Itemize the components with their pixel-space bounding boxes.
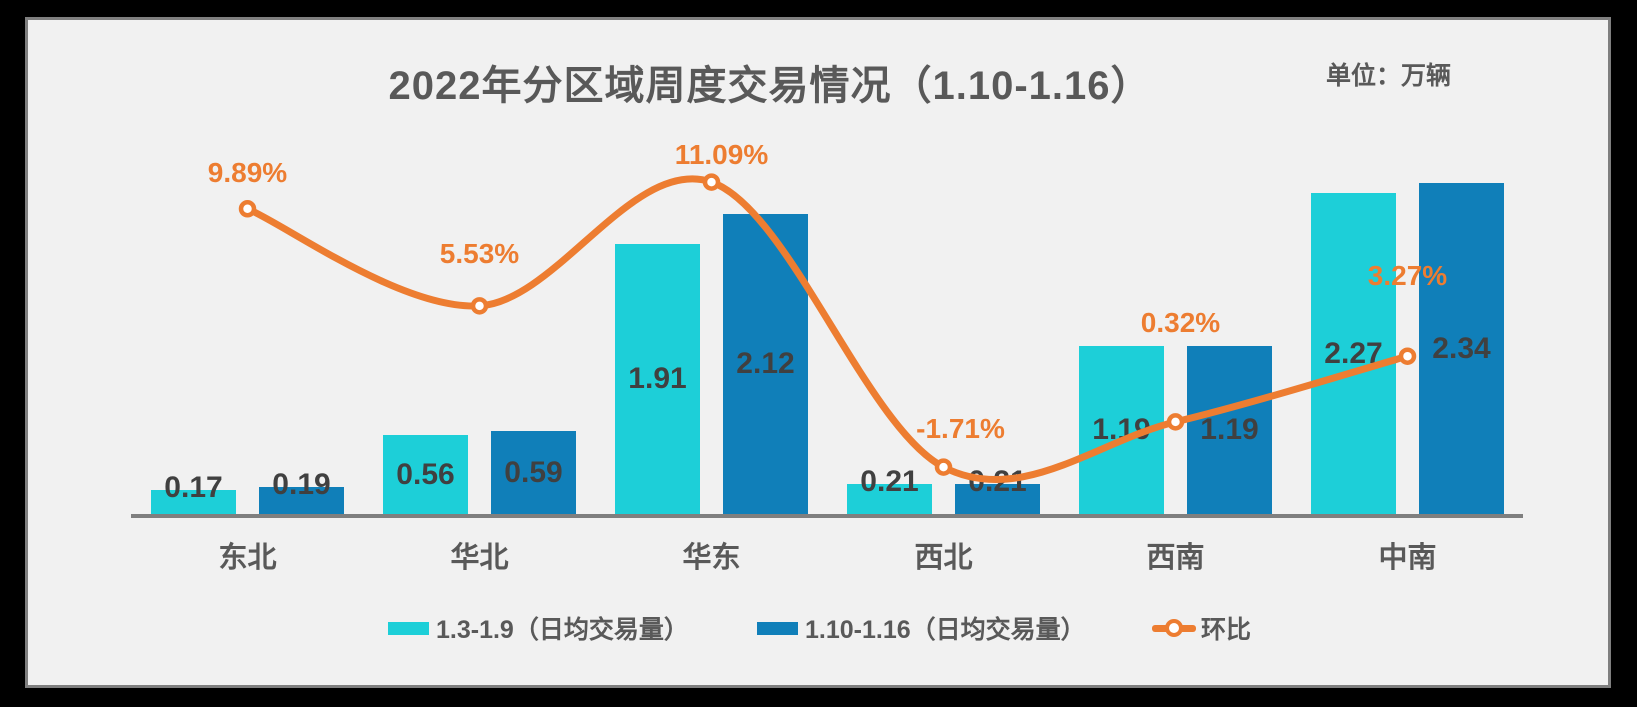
- legend-label-ratio: 环比: [1201, 616, 1252, 644]
- category-label-西北: 西北: [914, 542, 973, 574]
- category-label-西南: 西南: [1146, 542, 1205, 574]
- category-label-中南: 中南: [1378, 542, 1437, 574]
- ratio-point-中南: [1398, 347, 1417, 365]
- legend-swatch-week1: [388, 621, 429, 635]
- ratio-label-西南: 0.32%: [1140, 306, 1221, 338]
- ratio-label-华北: 5.53%: [439, 237, 520, 269]
- bar-value-label: 1.19: [1200, 413, 1259, 446]
- x-axis-line: [131, 514, 1523, 518]
- bar-week2-西北: [955, 484, 1040, 514]
- legend-swatch-week2: [757, 621, 798, 635]
- bar-week2-西南: [1187, 346, 1272, 514]
- bar-week2-中南: [1419, 183, 1504, 514]
- legend-label-week1: 1.3-1.9（日均交易量）: [436, 616, 689, 644]
- legend-item-week2: 1.10-1.16（日均交易量）: [757, 613, 1086, 644]
- legend-item-ratio: 环比: [1152, 613, 1252, 644]
- category-label-东北: 东北: [218, 542, 277, 574]
- ratio-point-西北: [934, 458, 953, 476]
- unit-label: 单位：万辆: [1326, 62, 1452, 90]
- ratio-label-东北: 9.89%: [207, 156, 288, 188]
- ratio-line-path: [244, 175, 1411, 484]
- bar-value-label: 2.34: [1432, 331, 1491, 365]
- bar-week1-东北: [151, 490, 236, 514]
- chart-title: 2022年分区域周度交易情况（1.10-1.16）: [388, 64, 1152, 108]
- legend-item-week1: 1.3-1.9（日均交易量）: [388, 613, 689, 644]
- ratio-point-西南: [1166, 413, 1185, 431]
- bar-week2-东北: [259, 487, 344, 514]
- bar-value-label: 0.19: [272, 468, 331, 501]
- bar-value-label: 0.59: [504, 455, 563, 489]
- bar-week1-西北: [847, 484, 932, 514]
- bar-week2-华北: [491, 431, 576, 514]
- ratio-point-东北: [238, 200, 257, 218]
- bar-value-label: 2.12: [736, 347, 795, 380]
- legend-line-marker-icon: [1152, 619, 1196, 637]
- bar-value-label: 1.91: [628, 362, 687, 395]
- ratio-point-华东: [702, 173, 721, 191]
- ratio-point-华北: [470, 297, 489, 315]
- bar-value-label: 0.21: [860, 465, 919, 498]
- category-label-华东: 华东: [682, 542, 741, 574]
- bar-week1-华北: [383, 435, 468, 514]
- legend-label-week2: 1.10-1.16（日均交易量）: [805, 616, 1086, 644]
- bar-week1-华东: [615, 244, 700, 514]
- legend: 1.3-1.9（日均交易量） 1.10-1.16（日均交易量） 环比: [0, 613, 1637, 644]
- ratio-label-华东: 11.09%: [674, 139, 769, 171]
- bar-week1-中南: [1311, 193, 1396, 514]
- ratio-label-中南: 3.27%: [1367, 260, 1448, 292]
- category-label-华北: 华北: [450, 542, 509, 574]
- bar-value-label: 0.56: [396, 457, 455, 491]
- bar-value-label: 0.17: [164, 471, 223, 504]
- ratio-label-西北: -1.71%: [916, 413, 1005, 445]
